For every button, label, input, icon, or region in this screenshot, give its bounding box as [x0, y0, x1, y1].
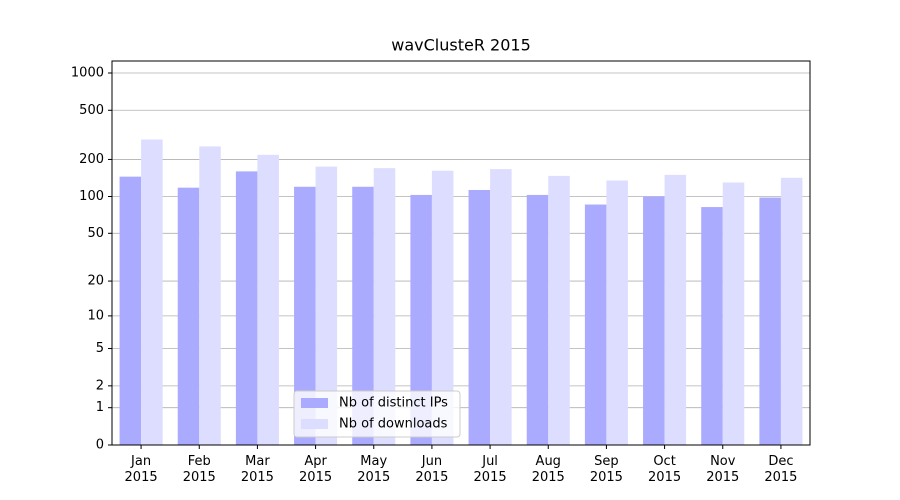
- legend-label: Nb of distinct IPs: [339, 396, 448, 411]
- bar: [722, 182, 745, 445]
- y-tick-label: 500: [79, 103, 104, 118]
- bar: [759, 197, 781, 445]
- y-tick-label: 20: [87, 274, 104, 289]
- bar: [584, 204, 607, 445]
- y-tick-label: 10: [87, 308, 104, 323]
- bar: [352, 186, 374, 445]
- y-tick-label: 5: [96, 341, 104, 356]
- bar: [141, 139, 163, 445]
- x-tick-label: Aug 2015: [532, 454, 565, 485]
- y-tick-label: 1: [96, 400, 104, 415]
- legend-swatch: [301, 398, 328, 408]
- chart-title: wavClusteR 2015: [391, 36, 531, 55]
- bar: [643, 196, 665, 445]
- x-tick-label: Nov 2015: [706, 454, 739, 485]
- y-tick-label: 100: [79, 189, 104, 204]
- legend: Nb of distinct IPs Nb of downloads: [293, 390, 461, 438]
- bar: [410, 194, 432, 445]
- x-tick-label: Feb 2015: [183, 454, 216, 485]
- x-tick-label: Sep 2015: [590, 454, 623, 485]
- bar: [548, 175, 570, 446]
- bar: [526, 194, 549, 445]
- legend-swatch: [301, 419, 328, 429]
- bar: [257, 154, 279, 445]
- bar: [315, 166, 338, 446]
- y-tick-label: 1000: [71, 66, 104, 81]
- x-tick-label: Jul 2015: [474, 454, 507, 485]
- y-tick-label: 0: [96, 438, 104, 453]
- bar: [490, 169, 512, 446]
- y-tick-label: 200: [79, 152, 104, 167]
- x-tick-label: Oct 2015: [648, 454, 681, 485]
- legend-box: [293, 390, 461, 438]
- bar: [235, 171, 258, 445]
- bar: [294, 186, 316, 445]
- plot-frame: [111, 60, 811, 446]
- y-tick-label: 50: [87, 226, 104, 241]
- bar: [431, 170, 454, 446]
- x-tick-label: Jan 2015: [125, 454, 158, 485]
- bar: [606, 180, 628, 446]
- bar: [199, 146, 221, 446]
- x-tick-label: May 2015: [357, 454, 390, 485]
- x-tick-label: Dec 2015: [764, 454, 797, 485]
- y-tick-label: 2: [96, 378, 104, 393]
- bar: [664, 174, 687, 445]
- x-tick-label: Jun 2015: [415, 454, 448, 485]
- bar: [468, 189, 491, 445]
- bar: [780, 177, 803, 445]
- x-tick-label: Mar 2015: [241, 454, 274, 485]
- x-tick-label: Apr 2015: [299, 454, 332, 485]
- bar: [119, 176, 142, 445]
- legend-label: Nb of downloads: [339, 417, 448, 432]
- bar: [701, 207, 723, 445]
- bar: [373, 168, 396, 445]
- bar: [177, 187, 200, 446]
